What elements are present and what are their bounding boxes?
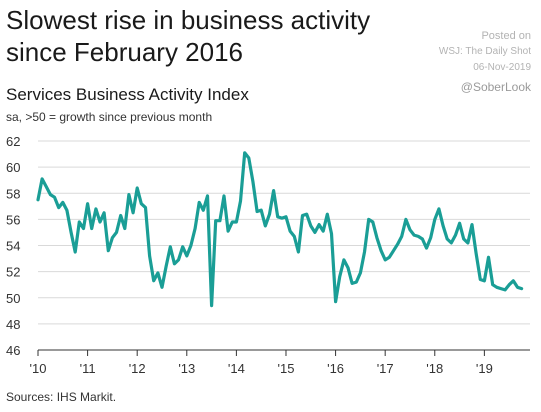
- gridlines: [38, 140, 530, 351]
- x-tick-label-2013: '13: [178, 361, 195, 376]
- x-tick-label-2017: '17: [377, 361, 394, 376]
- y-tick-label-62: 62: [6, 134, 20, 149]
- x-tick-label-2018: '18: [426, 361, 443, 376]
- y-tick-label-54: 54: [6, 239, 20, 254]
- chart-subtitle: sa, >50 = growth since previous month: [6, 110, 213, 124]
- y-tick-label-48: 48: [6, 317, 20, 332]
- y-tick-label-58: 58: [6, 186, 20, 201]
- x-axis: '10 '11 '12 '13 '14 '15 '16 '17 '18 '19: [30, 349, 530, 376]
- series-lines: [36, 151, 524, 308]
- series-line-0: [36, 151, 524, 308]
- x-tick-label-2016: '16: [327, 361, 344, 376]
- source-note: Sources: IHS Markit.: [6, 390, 117, 404]
- x-tick-label-2011: '11: [80, 361, 96, 376]
- x-tick-label-2015: '15: [278, 361, 295, 376]
- x-tick-label-2010: '10: [30, 361, 47, 376]
- chart-title: Services Business Activity Index: [6, 85, 249, 104]
- chart-headline: Slowest rise in business activity since …: [6, 5, 371, 67]
- y-tick-label-56: 56: [6, 212, 20, 227]
- y-tick-label-46: 46: [6, 343, 20, 358]
- y-axis: 46 48 50 52 54 56 58 60 62: [6, 134, 20, 358]
- x-tick-label-2019: '19: [476, 361, 493, 376]
- y-tick-label-50: 50: [6, 291, 20, 306]
- y-tick-label-52: 52: [6, 265, 20, 280]
- watermark-date: 06-Nov-2019: [473, 62, 531, 73]
- x-tick-label-2014: '14: [228, 361, 245, 376]
- watermark-posted: Posted on: [481, 30, 531, 42]
- x-tick-label-2012: '12: [129, 361, 146, 376]
- y-tick-label-60: 60: [6, 160, 20, 175]
- watermark: Posted on WSJ: The Daily Shot 06-Nov-201…: [391, 28, 531, 76]
- watermark-handle: @SoberLook: [460, 80, 531, 94]
- watermark-source: WSJ: The Daily Shot: [438, 46, 531, 57]
